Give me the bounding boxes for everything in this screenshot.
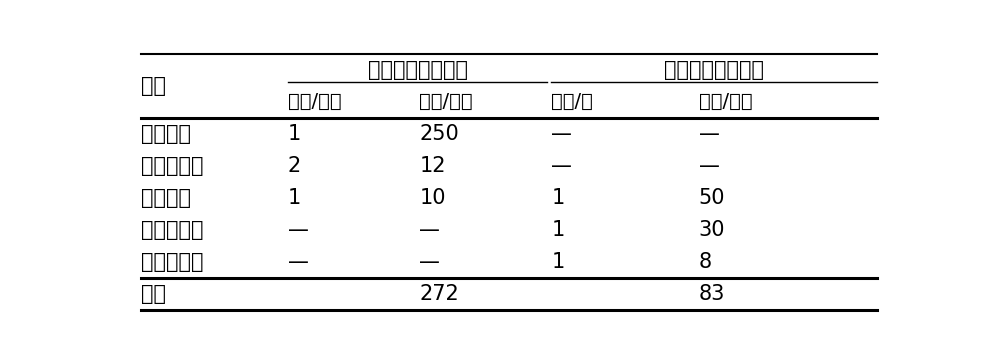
Text: 1: 1 <box>288 188 301 208</box>
Text: 再沸器改造: 再沸器改造 <box>140 156 203 176</box>
Text: 热泵精馏减少设备: 热泵精馏减少设备 <box>664 60 764 80</box>
Text: 数量/台套: 数量/台套 <box>288 92 341 111</box>
Text: 10: 10 <box>420 188 446 208</box>
Text: 1: 1 <box>551 220 564 240</box>
Text: 1: 1 <box>551 252 564 272</box>
Text: 2: 2 <box>288 156 301 176</box>
Text: 数量/台: 数量/台 <box>551 92 593 111</box>
Text: —: — <box>551 156 572 176</box>
Text: 12: 12 <box>420 156 446 176</box>
Text: 合计: 合计 <box>140 284 166 305</box>
Text: 塔顶冷凝器: 塔顶冷凝器 <box>140 252 203 272</box>
Text: 8: 8 <box>698 252 712 272</box>
Text: 83: 83 <box>698 284 725 305</box>
Text: —: — <box>420 252 440 272</box>
Text: 热泵精馏增加设备: 热泵精馏增加设备 <box>368 60 468 80</box>
Text: 272: 272 <box>420 284 459 305</box>
Text: 循环冷却水: 循环冷却水 <box>140 220 203 240</box>
Text: 金额/万元: 金额/万元 <box>698 92 752 111</box>
Text: —: — <box>288 220 309 240</box>
Text: 1: 1 <box>288 124 301 144</box>
Text: —: — <box>420 220 440 240</box>
Text: —: — <box>698 124 719 144</box>
Text: 250: 250 <box>420 124 459 144</box>
Text: —: — <box>288 252 309 272</box>
Text: 30: 30 <box>698 220 725 240</box>
Text: —: — <box>698 156 719 176</box>
Text: 项目: 项目 <box>140 76 166 95</box>
Text: 1: 1 <box>551 188 564 208</box>
Text: 蒸汽系统: 蒸汽系统 <box>140 188 190 208</box>
Text: 热泵系统: 热泵系统 <box>140 124 190 144</box>
Text: 50: 50 <box>698 188 725 208</box>
Text: —: — <box>551 124 572 144</box>
Text: 金额/万元: 金额/万元 <box>420 92 473 111</box>
